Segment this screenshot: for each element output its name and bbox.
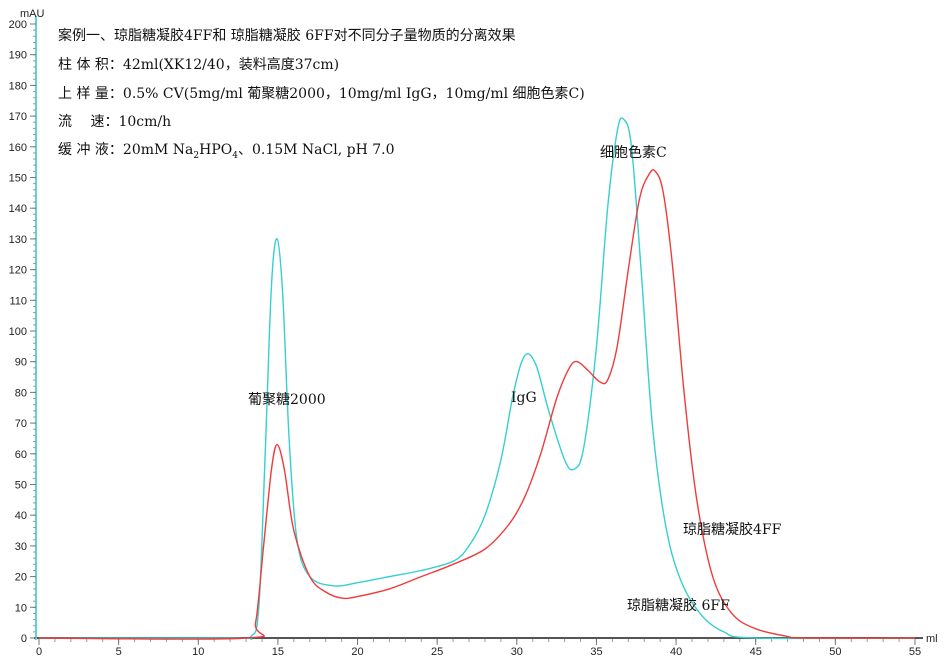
y-tick-label: 80 — [15, 387, 27, 399]
y-tick-label: 100 — [9, 326, 27, 338]
series-label-4ff: 琼脂糖凝胶4FF — [683, 521, 782, 538]
y-tick-label: 140 — [9, 203, 27, 215]
axes: 0102030405060708090100110120130140150160… — [9, 16, 923, 658]
x-tick-label: 50 — [829, 646, 841, 658]
x-axis-label: ml — [926, 633, 938, 645]
x-tick-label: 45 — [750, 646, 762, 658]
annotation-igg: IgG — [511, 390, 537, 406]
y-tick-label: 120 — [9, 265, 27, 277]
x-tick-label: 25 — [431, 646, 443, 658]
annotation-cytochrome-c: 细胞色素C — [600, 144, 667, 161]
x-tick-label: 30 — [511, 646, 523, 658]
y-tick-label: 200 — [9, 19, 27, 31]
y-tick-label: 150 — [9, 173, 27, 185]
x-tick-label: 0 — [36, 646, 42, 658]
y-tick-label: 190 — [9, 50, 27, 62]
curves — [38, 117, 916, 640]
annotation-dextran: 葡聚糖2000 — [248, 392, 326, 408]
series-6ff-line — [38, 117, 916, 640]
x-tick-label: 10 — [192, 646, 204, 658]
x-tick-label: 20 — [351, 646, 363, 658]
notes-buffer: 缓 冲 液：20mM Na2HPO4、0.15M NaCl, pH 7.0 — [58, 142, 395, 161]
y-tick-label: 160 — [9, 142, 27, 154]
y-tick-label: 30 — [15, 541, 27, 553]
method-notes: 案例一、琼脂糖凝胶4FF和 琼脂糖凝胶 6FF对不同分子量物质的分离效果 柱 体… — [58, 27, 585, 161]
y-tick-label: 10 — [15, 602, 27, 614]
y-tick-label: 110 — [9, 295, 27, 307]
y-tick-label: 50 — [15, 480, 27, 492]
y-tick-label: 20 — [15, 572, 27, 584]
y-tick-label: 70 — [15, 418, 27, 430]
x-tick-label: 15 — [272, 646, 284, 658]
notes-title: 案例一、琼脂糖凝胶4FF和 琼脂糖凝胶 6FF对不同分子量物质的分离效果 — [58, 27, 516, 44]
y-tick-label: 180 — [9, 80, 27, 92]
x-tick-label: 55 — [909, 646, 921, 658]
x-tick-label: 5 — [116, 646, 122, 658]
y-tick-label: 130 — [9, 234, 27, 246]
y-tick-label: 0 — [21, 633, 27, 645]
x-tick-label: 40 — [670, 646, 682, 658]
notes-column: 柱 体 积：42ml(XK12/40，装料高度37cm) — [58, 56, 339, 73]
y-tick-label: 90 — [15, 357, 27, 369]
y-tick-label: 170 — [9, 111, 27, 123]
series-label-6ff: 琼脂糖凝胶 6FF — [627, 597, 730, 614]
notes-flow: 流 速：10cm/h — [58, 114, 171, 130]
x-tick-label: 35 — [590, 646, 602, 658]
y-axis-label: mAU — [20, 8, 45, 20]
notes-load: 上 样 量：0.5% CV(5mg/ml 葡聚糖2000，10mg/ml IgG… — [58, 85, 585, 102]
y-tick-label: 40 — [15, 510, 27, 522]
y-tick-label: 60 — [15, 449, 27, 461]
series-4ff-line — [38, 169, 916, 640]
